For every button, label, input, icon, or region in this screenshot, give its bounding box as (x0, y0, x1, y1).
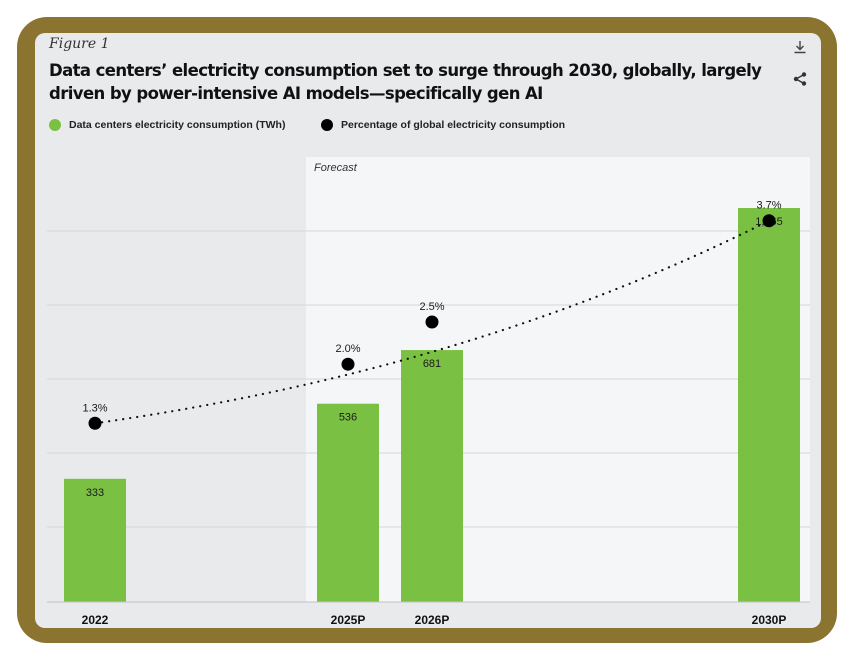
percentage-label: 2.5% (419, 301, 444, 313)
x-tick-label: 2030P (752, 613, 787, 627)
trend-line (93, 219, 771, 425)
x-tick-label: 2022 (82, 613, 109, 627)
legend-swatch-bars (49, 119, 61, 131)
forecast-label: Forecast (314, 162, 358, 174)
legend-label-bars: Data centers electricity consumption (TW… (69, 119, 286, 131)
chart-title: Data centers’ electricity consumption se… (49, 61, 762, 103)
legend-swatch-dots (321, 119, 333, 131)
x-tick-label: 2026P (415, 613, 450, 627)
legend-label-dots: Percentage of global electricity consump… (341, 119, 566, 131)
bar (317, 403, 379, 602)
bar (738, 208, 800, 602)
percentage-dot (341, 357, 355, 371)
x-tick-label: 2025P (331, 613, 366, 627)
share-icon[interactable] (789, 68, 811, 90)
percentage-label: 1.3% (82, 402, 107, 414)
chart-canvas: Forecast3335366811,0651.3%2.0%2.5%3.7%20… (47, 157, 810, 627)
bar (401, 350, 463, 602)
bar-value-label: 536 (339, 412, 357, 424)
percentage-dot (88, 416, 102, 430)
percentage-dot (425, 315, 439, 329)
bar (64, 478, 126, 602)
download-icon[interactable] (789, 36, 811, 58)
figure-label: Figure 1 (49, 36, 110, 52)
bar-value-label: 681 (423, 358, 441, 370)
percentage-label: 3.7% (756, 200, 781, 212)
figure-card: Figure 1 Data centers’ electricity consu… (35, 33, 821, 628)
bar-value-label: 333 (86, 487, 104, 499)
percentage-dot (762, 214, 776, 228)
percentage-label: 2.0% (335, 343, 360, 355)
